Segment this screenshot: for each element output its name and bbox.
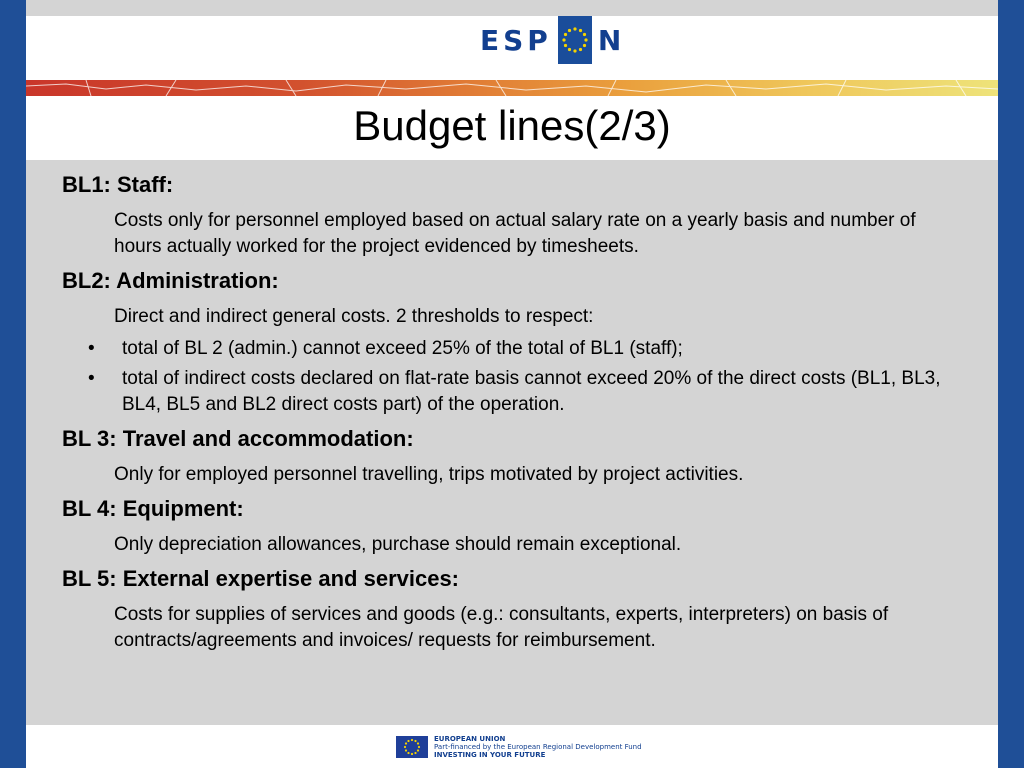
logo-letters-right: N xyxy=(597,23,626,57)
content-area: BL1: Staff: Costs only for personnel emp… xyxy=(26,160,998,725)
section-text: Costs for supplies of services and goods… xyxy=(114,604,889,651)
eu-funding-block: EUROPEAN UNION Part-financed by the Euro… xyxy=(396,735,642,759)
section-text: Only for employed personnel travelling, … xyxy=(114,464,744,485)
section-heading: BL 5: External expertise and services: xyxy=(62,566,460,591)
map-strip xyxy=(26,80,998,96)
section-bl4: BL 4: Equipment: Only depreciation allow… xyxy=(26,496,998,558)
eu-line-1: EUROPEAN UNION xyxy=(434,735,506,743)
eu-line-3: INVESTING IN YOUR FUTURE xyxy=(434,751,546,759)
espon-logo: ESP xyxy=(480,16,625,64)
footer: EUROPEAN UNION Part-financed by the Euro… xyxy=(26,725,998,768)
bullet-list: • total of BL 2 (admin.) cannot exceed 2… xyxy=(26,336,958,418)
eu-funding-text: EUROPEAN UNION Part-financed by the Euro… xyxy=(434,735,642,759)
section-heading: BL 3: Travel and accommodation: xyxy=(62,426,414,451)
bullet-item: • total of indirect costs declared on fl… xyxy=(26,366,958,418)
eu-flag-icon xyxy=(396,736,428,758)
bullet-icon: • xyxy=(88,368,95,389)
section-text: Only depreciation allowances, purchase s… xyxy=(114,534,682,555)
section-bl2: BL2: Administration: Direct and indirect… xyxy=(26,268,998,418)
section-heading: BL2: Administration: xyxy=(62,268,279,293)
logo-letters-left: ESP xyxy=(480,23,552,57)
logo-area: ESP xyxy=(26,16,998,80)
title-area: Budget lines(2/3) xyxy=(26,96,998,160)
section-bl3: BL 3: Travel and accommodation: Only for… xyxy=(26,426,998,488)
top-band xyxy=(26,0,998,16)
bullet-text: total of indirect costs declared on flat… xyxy=(122,368,941,415)
slide-title: Budget lines(2/3) xyxy=(353,102,671,149)
section-heading: BL1: Staff: xyxy=(62,172,174,197)
bullet-text: total of BL 2 (admin.) cannot exceed 25%… xyxy=(122,338,683,359)
eu-line-2: Part-financed by the European Regional D… xyxy=(434,743,642,751)
section-bl1: BL1: Staff: Costs only for personnel emp… xyxy=(26,172,998,260)
section-bl5: BL 5: External expertise and services: C… xyxy=(26,566,998,654)
section-text: Direct and indirect general costs. 2 thr… xyxy=(114,306,594,327)
section-text: Costs only for personnel employed based … xyxy=(114,210,916,257)
bullet-icon: • xyxy=(88,338,95,359)
section-heading: BL 4: Equipment: xyxy=(62,496,244,521)
eu-stars-circle-icon xyxy=(557,16,592,64)
bullet-item: • total of BL 2 (admin.) cannot exceed 2… xyxy=(26,336,958,362)
